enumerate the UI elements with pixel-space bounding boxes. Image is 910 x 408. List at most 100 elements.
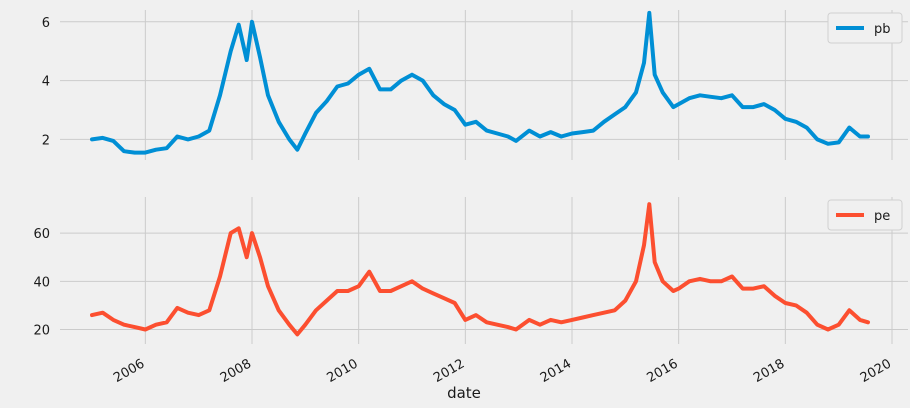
data-point-pb [591,129,595,133]
data-point-pe [506,325,510,329]
data-point-pe [741,287,745,291]
legend-box [827,199,903,231]
data-point-pb [463,123,467,127]
data-point-pb [773,108,777,112]
data-point-pe [133,325,137,329]
data-point-pe [474,313,478,317]
data-point-pb [442,102,446,106]
data-point-pe [661,279,665,283]
data-point-pb [815,137,819,141]
data-point-pe [866,320,870,324]
data-point-pe [453,301,457,305]
data-point-pe [111,318,115,322]
data-point-pe [677,287,681,291]
data-point-pb [858,134,862,139]
data-point-pe [389,289,393,293]
data-point-pb [229,49,233,53]
data-point-pb [133,151,137,155]
x-axis-label: date [447,384,481,402]
data-point-pb [623,105,627,109]
data-point-pb [741,105,745,109]
data-point-pe [325,299,329,303]
data-point-pe [837,323,841,327]
data-point-pe [527,318,531,322]
data-point-pb [367,67,371,71]
data-point-pe [858,318,862,322]
data-point-pb [687,96,691,100]
data-point-pe [431,291,435,295]
data-point-pb [111,139,115,143]
legend-label-pe: pe [874,209,890,224]
data-point-pe [245,255,249,259]
data-point-pe [495,323,499,327]
legend-label-pb: pb [874,22,891,37]
data-point-pe [197,313,201,317]
data-point-pb [186,137,190,141]
data-point-pe [687,279,691,283]
data-point-pb [570,131,574,136]
data-point-pe [647,202,651,206]
data-point-pe [538,323,542,327]
data-point-pb [495,131,499,136]
data-point-pb [709,95,713,99]
data-point-pe [570,318,574,322]
data-point-pb [826,142,830,146]
data-point-pb [559,134,563,139]
data-point-pb [698,93,702,97]
data-point-pb [378,87,382,91]
data-point-pe [421,287,425,291]
data-point-pb [751,105,755,109]
data-point-pe [549,318,553,322]
data-point-pe [303,323,307,327]
data-point-pe [287,323,291,327]
data-point-pe [314,308,318,312]
data-point-pe [357,284,361,288]
data-point-pe [634,279,638,283]
data-point-pe [295,332,299,336]
data-point-pe [783,301,787,305]
data-point-pb [847,126,851,130]
data-point-pe [559,320,563,324]
data-point-pe [698,277,702,281]
series-line-pb [90,10,870,155]
data-point-pe [623,299,627,303]
data-point-pe [218,274,222,279]
data-point-pb [314,111,318,115]
data-point-pe [581,315,585,320]
data-point-pe [378,289,382,293]
data-point-pb [805,126,809,130]
data-point-pb [653,73,657,77]
data-point-pe [773,294,777,298]
data-point-pb [527,129,531,133]
data-point-pb [218,93,222,97]
data-point-pe [709,279,713,283]
data-point-pe [175,306,179,310]
data-point-pb [346,81,350,86]
data-point-pe [399,284,403,288]
data-point-pe [613,308,617,312]
data-point-pb [719,96,723,100]
data-point-pe [258,255,262,259]
data-point-pb [154,148,158,152]
data-point-pb [671,105,675,109]
data-point-pe [815,323,819,327]
data-point-pe [730,274,734,279]
data-point-pe [805,311,809,315]
data-point-pb [837,140,841,144]
data-point-pb [421,79,425,83]
data-point-pb [101,136,105,140]
data-point-pb [357,73,361,77]
data-point-pe [463,318,467,322]
data-point-pe [122,323,126,327]
data-point-pe [335,289,339,293]
data-point-pb [287,137,291,141]
data-point-pb [453,108,457,112]
data-point-pb [250,20,254,24]
data-point-pe [346,289,350,293]
data-point-pb [647,11,651,15]
data-point-pb [634,90,638,94]
data-point-pb [549,130,553,134]
data-point-pb [295,148,299,152]
data-point-pe [653,260,657,264]
